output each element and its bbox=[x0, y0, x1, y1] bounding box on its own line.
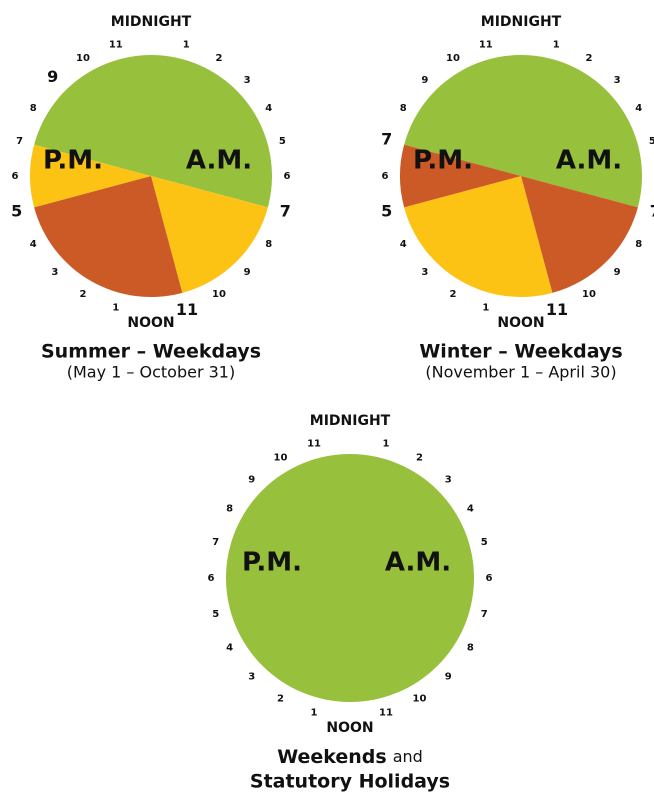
hour-label: 6 bbox=[208, 573, 215, 584]
hour-label: 2 bbox=[416, 453, 423, 464]
hour-label: 5 bbox=[279, 136, 286, 147]
hour-label: 10 bbox=[274, 453, 288, 464]
hour-label: 9 bbox=[421, 75, 428, 86]
hour-label: 1 bbox=[183, 40, 190, 51]
clock-subtitle: Statutory Holidays bbox=[250, 771, 450, 793]
hour-label: 11 bbox=[479, 40, 493, 51]
hour-label: 10 bbox=[413, 693, 427, 704]
hour-label: 4 bbox=[226, 643, 233, 654]
hour-label: 6 bbox=[12, 171, 19, 182]
clock-segment bbox=[400, 144, 521, 208]
hour-label: 4 bbox=[30, 239, 37, 250]
hour-label: 1 bbox=[311, 707, 318, 718]
pm-label: P.M. bbox=[43, 146, 103, 176]
clock-segment bbox=[404, 54, 642, 208]
hour-label: 4 bbox=[265, 103, 272, 114]
hour-label: 3 bbox=[51, 267, 58, 278]
hour-label: 1 bbox=[553, 40, 560, 51]
hour-label: 11 bbox=[546, 300, 568, 319]
title-suffix: and bbox=[393, 747, 423, 766]
hour-label: 5 bbox=[381, 201, 392, 220]
hour-label: 9 bbox=[244, 267, 251, 278]
clock-title: Winter – Weekdays bbox=[419, 341, 622, 363]
noon-label: NOON bbox=[326, 720, 373, 736]
hour-label: 8 bbox=[467, 643, 474, 654]
pm-label: P.M. bbox=[413, 146, 473, 176]
hour-label: 11 bbox=[307, 439, 321, 450]
hour-label: 3 bbox=[248, 671, 255, 682]
hour-label: 8 bbox=[226, 504, 233, 515]
hour-label: 6 bbox=[382, 171, 389, 182]
hour-label: 2 bbox=[277, 693, 284, 704]
clock: 12345678910111234567891011MIDNIGHTNOONA.… bbox=[11, 14, 291, 382]
hour-label: 7 bbox=[212, 537, 219, 548]
midnight-label: MIDNIGHT bbox=[111, 14, 192, 30]
hour-label: 1 bbox=[382, 439, 389, 450]
hour-label: 11 bbox=[109, 40, 123, 51]
clock-segment bbox=[34, 55, 272, 208]
clock-title: Summer – Weekdays bbox=[41, 341, 261, 363]
hour-label: 5 bbox=[212, 609, 219, 620]
hour-label: 9 bbox=[47, 67, 58, 86]
hour-label: 7 bbox=[280, 201, 291, 220]
hour-label: 6 bbox=[486, 573, 493, 584]
hour-label: 10 bbox=[212, 289, 226, 300]
hour-label: 2 bbox=[80, 289, 87, 300]
hour-label: 9 bbox=[248, 475, 255, 486]
clock-subtitle: (May 1 – October 31) bbox=[67, 363, 235, 382]
am-label: A.M. bbox=[385, 548, 451, 578]
hour-label: 2 bbox=[586, 53, 593, 64]
clock-segment bbox=[404, 176, 553, 297]
hour-label: 5 bbox=[481, 537, 488, 548]
clock-subtitle: (November 1 – April 30) bbox=[425, 363, 616, 382]
hour-label: 3 bbox=[421, 267, 428, 278]
hour-label: 10 bbox=[446, 53, 460, 64]
midnight-label: MIDNIGHT bbox=[481, 14, 562, 30]
hour-label: 8 bbox=[400, 103, 407, 114]
clock-title: Weekends and bbox=[277, 746, 423, 768]
clock: 12345678910111234567891011MIDNIGHTNOONA.… bbox=[381, 14, 654, 382]
hour-label: 8 bbox=[30, 103, 37, 114]
hour-label: 3 bbox=[445, 475, 452, 486]
hour-label: 8 bbox=[265, 239, 272, 250]
title-main: Weekends bbox=[277, 746, 387, 768]
hour-label: 5 bbox=[11, 201, 22, 220]
noon-label: NOON bbox=[497, 315, 544, 331]
pm-label: P.M. bbox=[242, 548, 302, 578]
hour-label: 2 bbox=[216, 53, 223, 64]
hour-label: 8 bbox=[635, 239, 642, 250]
hour-label: 11 bbox=[176, 300, 198, 319]
hour-label: 3 bbox=[614, 75, 621, 86]
hour-label: 11 bbox=[379, 707, 393, 718]
hour-label: 4 bbox=[400, 239, 407, 250]
am-label: A.M. bbox=[186, 146, 252, 176]
clock: 12345678910111234567891011MIDNIGHTNOONA.… bbox=[208, 413, 493, 793]
am-label: A.M. bbox=[556, 146, 622, 176]
clock-segment bbox=[29, 144, 151, 208]
noon-label: NOON bbox=[127, 315, 174, 331]
hour-label: 4 bbox=[467, 504, 474, 515]
hour-label: 9 bbox=[614, 267, 621, 278]
clock-segment bbox=[226, 454, 474, 702]
hour-label: 9 bbox=[445, 671, 452, 682]
clock-segment bbox=[151, 176, 268, 293]
hour-label: 7 bbox=[481, 609, 488, 620]
hour-label: 1 bbox=[482, 302, 489, 313]
hour-label: 1 bbox=[112, 302, 119, 313]
midnight-label: MIDNIGHT bbox=[310, 413, 391, 429]
clock-segment bbox=[34, 176, 183, 297]
hour-label: 3 bbox=[244, 75, 251, 86]
clock-segment bbox=[521, 176, 638, 293]
hour-label: 7 bbox=[650, 201, 654, 220]
hour-label: 10 bbox=[582, 289, 596, 300]
hour-label: 6 bbox=[284, 171, 291, 182]
hour-label: 10 bbox=[76, 53, 90, 64]
hour-label: 7 bbox=[381, 130, 392, 149]
hour-label: 2 bbox=[450, 289, 457, 300]
hour-label: 7 bbox=[16, 136, 23, 147]
hour-label: 5 bbox=[649, 136, 654, 147]
hour-label: 4 bbox=[635, 103, 642, 114]
